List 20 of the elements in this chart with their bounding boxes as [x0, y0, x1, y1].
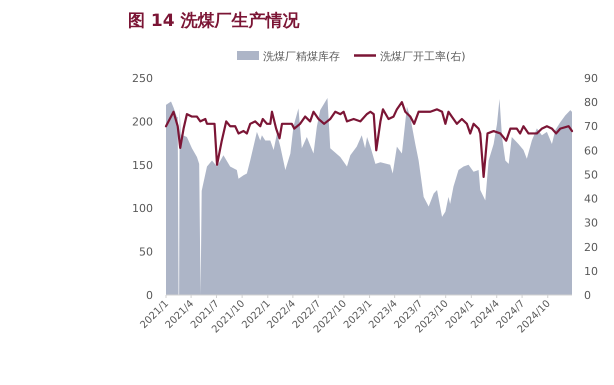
y2-tick-label: 0: [584, 289, 591, 302]
y2-tick-label: 10: [584, 264, 598, 278]
y2-tick-label: 20: [584, 240, 598, 254]
y2-tick-label: 80: [584, 96, 598, 110]
chart-title: 图 14 洗煤厂生产情况: [128, 11, 300, 31]
y-tick-label: 200: [132, 115, 153, 128]
legend-label: 洗煤厂精煤库存: [263, 50, 340, 63]
y-tick-label: 0: [146, 289, 153, 302]
y2-tick-label: 50: [584, 168, 598, 182]
y-tick-label: 150: [132, 158, 153, 172]
y-tick-label: 100: [132, 202, 153, 216]
y2-tick-label: 90: [584, 72, 598, 85]
y2-tick-label: 30: [584, 216, 598, 230]
y2-tick-label: 70: [584, 120, 598, 134]
y2-tick-label: 60: [584, 144, 598, 158]
y-tick-label: 250: [132, 72, 153, 85]
line-series: [164, 101, 574, 178]
y-tick-label: 50: [139, 246, 153, 259]
y2-tick-label: 40: [584, 192, 598, 206]
legend-label: 洗煤厂开工率(右): [380, 50, 466, 63]
